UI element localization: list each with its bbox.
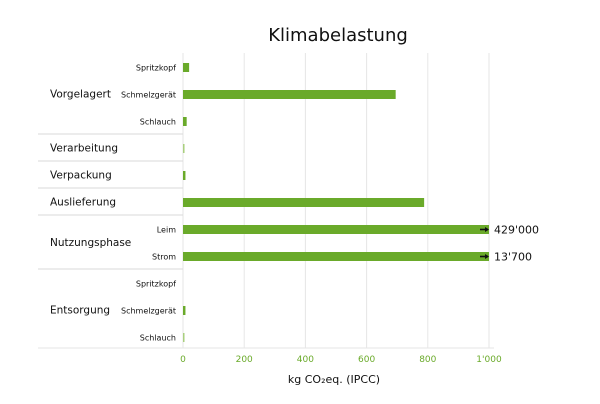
x-tick-label: 600 — [358, 355, 375, 365]
bar — [183, 198, 425, 207]
overflow-arrowhead — [485, 227, 489, 232]
row-labels: Spritzkopf Schmelzgerät Schlauch Vorgelager… — [50, 64, 539, 343]
row-label: Spritzkopf — [136, 64, 176, 73]
bar — [183, 63, 190, 72]
bar — [183, 333, 185, 342]
x-tick-label: 400 — [297, 355, 314, 365]
group-dividers — [38, 133, 494, 349]
bars — [183, 63, 489, 342]
group-label: Entsorgung — [50, 305, 110, 317]
group-label: Verpackung — [50, 170, 112, 182]
row-label: Schlauch — [140, 118, 176, 127]
bar — [183, 306, 186, 315]
row-label: Schmelzgerät — [121, 91, 176, 100]
x-tick-label: 200 — [236, 355, 253, 365]
bar — [183, 117, 187, 126]
chart-title: Klimabelastung — [268, 25, 408, 46]
bar — [183, 144, 185, 153]
x-tick-label: 0 — [180, 355, 186, 365]
overflow-value-label: 429'000 — [494, 224, 539, 237]
row-label: Spritzkopf — [136, 280, 176, 289]
x-axis-label: kg CO₂eq. (IPCC) — [288, 373, 380, 386]
overflow-arrowhead — [485, 254, 489, 259]
row-label: Strom — [152, 253, 176, 262]
x-axis-ticks: 0 200 400 600 800 1'000 — [180, 355, 502, 365]
bar — [183, 252, 489, 261]
overflow-value-label: 13'700 — [494, 251, 532, 264]
group-label: Vorgelagert — [50, 89, 111, 101]
row-label: Schlauch — [140, 334, 176, 343]
group-label: Auslieferung — [50, 197, 116, 209]
x-tick-label: 800 — [419, 355, 436, 365]
bar — [183, 225, 489, 234]
bar — [183, 171, 186, 180]
row-label: Leim — [157, 226, 176, 235]
row-label: Schmelzgerät — [121, 307, 176, 316]
x-tick-label: 1'000 — [476, 355, 502, 365]
group-label: Nutzungsphase — [50, 237, 131, 249]
bar — [183, 90, 396, 99]
group-label: Verarbeitung — [50, 143, 118, 155]
